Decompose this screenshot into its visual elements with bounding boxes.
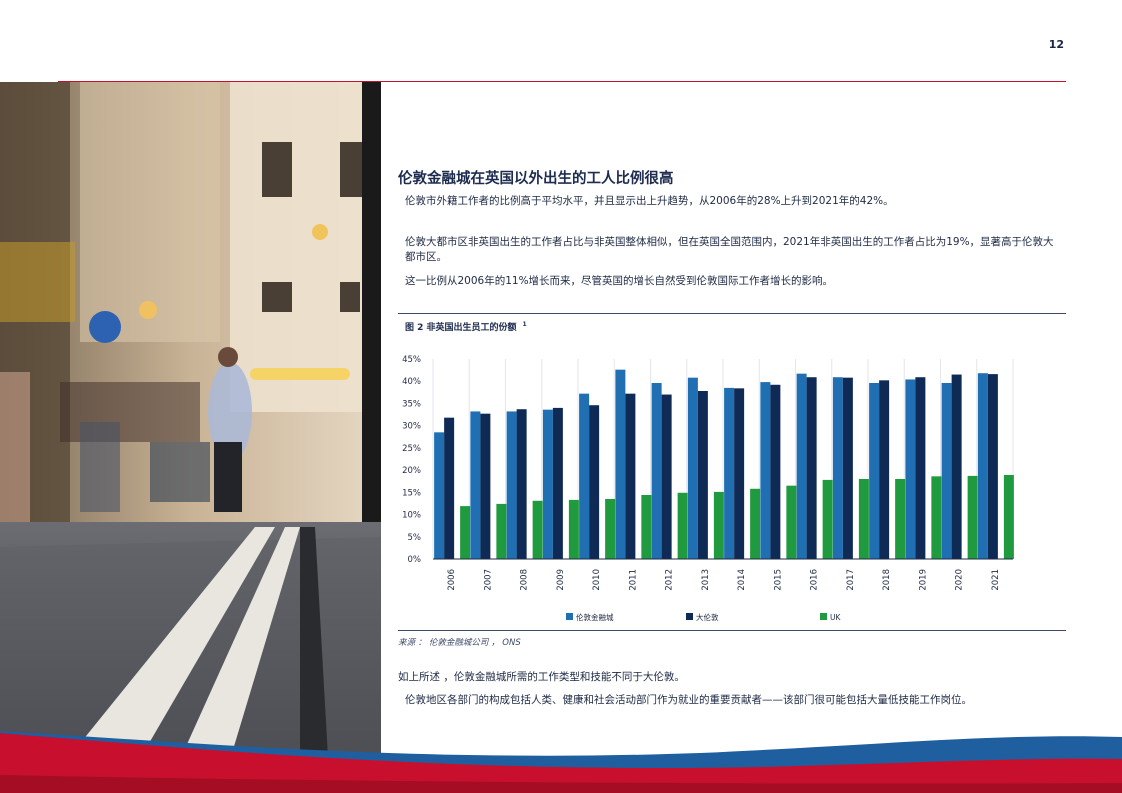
figure-top-rule: [398, 313, 1066, 314]
y-tick-label: 5%: [408, 533, 422, 543]
figure-footnote-mark: 1: [522, 321, 527, 328]
y-tick-label: 35%: [402, 399, 421, 409]
x-tick-label: 2006: [447, 569, 457, 591]
bar-greater-london: [444, 417, 455, 559]
y-tick-label: 40%: [402, 377, 421, 387]
bar-chart: 0% 5% 10% 15% 20% 25% 30% 35% 40% 45% 2006 2007 2008…: [402, 355, 1014, 622]
bar-uk: [895, 479, 906, 559]
y-tick-label: 20%: [402, 466, 421, 476]
figure-label: 图 2 非英国出生员工的份额: [405, 323, 517, 333]
bar-greater-london: [625, 393, 636, 559]
y-tick-label: 10%: [402, 511, 421, 521]
x-tick-label: 2017: [846, 569, 856, 591]
bar-uk: [532, 500, 543, 559]
bar-city: [760, 382, 771, 559]
bar-greater-london: [734, 388, 745, 559]
bar-uk: [858, 479, 869, 559]
x-tick-label: 2016: [810, 569, 820, 591]
bar-greater-london: [589, 405, 600, 559]
x-tick-label: 2019: [918, 569, 928, 591]
bar-uk: [677, 492, 688, 559]
bar-uk: [568, 499, 579, 559]
x-tick-label: 2020: [955, 569, 965, 591]
bar-uk: [822, 479, 833, 559]
bar-city: [506, 411, 517, 559]
figure-bottom-rule: [398, 630, 1066, 631]
x-tick-label: 2009: [556, 569, 566, 591]
x-tick-label: 2014: [737, 569, 747, 591]
bar-city: [687, 377, 698, 559]
x-tick-label: 2010: [592, 569, 602, 591]
bar-city: [869, 383, 880, 559]
bar-city: [941, 383, 952, 559]
paragraph-1: 伦敦市外籍工作者的比例高于平均水平，并且显示出上升趋势，从2006年的28%上升…: [405, 195, 894, 207]
x-tick-label: 2021: [991, 569, 1001, 591]
bar-city: [615, 369, 626, 559]
closing-paragraph-1: 如上所述 ，伦敦金融城所需的工作类型和技能不同于大伦敦。: [398, 671, 685, 683]
legend-swatch: [566, 613, 573, 620]
bar-uk: [931, 476, 942, 559]
bar-uk: [605, 499, 616, 559]
bar-uk: [496, 503, 507, 559]
bar-uk: [641, 495, 652, 559]
x-tick-label: 2007: [483, 569, 493, 591]
paragraph-2: 伦敦大都市区非英国出生的工作者占比与非英国整体相似，但在英国全国范围内，2021…: [405, 236, 1054, 263]
bar-greater-london: [842, 377, 853, 559]
x-tick-label: 2011: [628, 569, 638, 591]
bar-uk: [713, 491, 724, 559]
y-tick-label: 25%: [402, 444, 421, 454]
bar-city: [651, 383, 662, 559]
bar-city: [470, 411, 481, 559]
bar-greater-london: [552, 407, 563, 559]
bar-uk: [460, 506, 471, 559]
bar-city: [542, 409, 553, 559]
closing-paragraph-2: 伦敦地区各部门的构成包括人类、健康和社会活动部门作为就业的重要贡献者——该部门很…: [405, 694, 972, 706]
bar-greater-london: [770, 384, 781, 559]
y-tick-label: 30%: [402, 422, 421, 432]
y-tick-label: 15%: [402, 488, 421, 498]
bar-uk: [786, 485, 797, 559]
figure-title: 图 2 非英国出生员工的份额 1: [405, 320, 527, 333]
legend-swatch: [686, 613, 693, 620]
bar-greater-london: [879, 380, 890, 559]
bar-greater-london: [951, 374, 962, 559]
street-photo: [0, 82, 381, 793]
bar-greater-london: [915, 377, 926, 559]
bar-city: [796, 373, 807, 559]
y-tick-label: 45%: [402, 355, 421, 365]
legend-swatch: [820, 613, 827, 620]
header-divider: [58, 81, 1066, 82]
bar-greater-london: [480, 413, 491, 559]
legend-label: 伦敦金融城: [576, 612, 614, 622]
bar-greater-london: [806, 377, 817, 559]
bar-uk: [1003, 475, 1014, 559]
bar-city: [832, 377, 843, 559]
footer-wave: [0, 731, 1122, 793]
section-title: 伦敦金融城在英国以外出生的工人比例很高: [398, 171, 674, 187]
page-number: 12: [1048, 38, 1064, 51]
bar-city: [977, 373, 988, 559]
x-tick-label: 2008: [520, 569, 530, 591]
bar-greater-london: [987, 374, 998, 559]
y-tick-label: 0%: [408, 555, 422, 565]
bar-city: [905, 379, 916, 559]
bar-uk: [967, 475, 978, 559]
legend-label: UK: [830, 613, 841, 622]
bar-greater-london: [661, 394, 672, 559]
x-tick-label: 2018: [882, 569, 892, 591]
bar-uk: [750, 488, 761, 559]
bar-city: [724, 387, 735, 559]
bar-greater-london: [697, 391, 708, 559]
bar-city: [579, 393, 590, 559]
figure-source: 来源 ： 伦敦金融城公司 ， ONS: [398, 638, 521, 648]
x-tick-label: 2013: [701, 569, 711, 591]
paragraph-3: 这一比例从2006年的11%增长而来，尽管英国的增长自然受到伦敦国际工作者增长的…: [405, 275, 834, 287]
legend-label: 大伦敦: [696, 612, 719, 622]
x-tick-label: 2012: [665, 569, 675, 591]
bar-greater-london: [516, 409, 527, 559]
x-tick-label: 2015: [773, 569, 783, 591]
bar-city: [434, 432, 445, 559]
